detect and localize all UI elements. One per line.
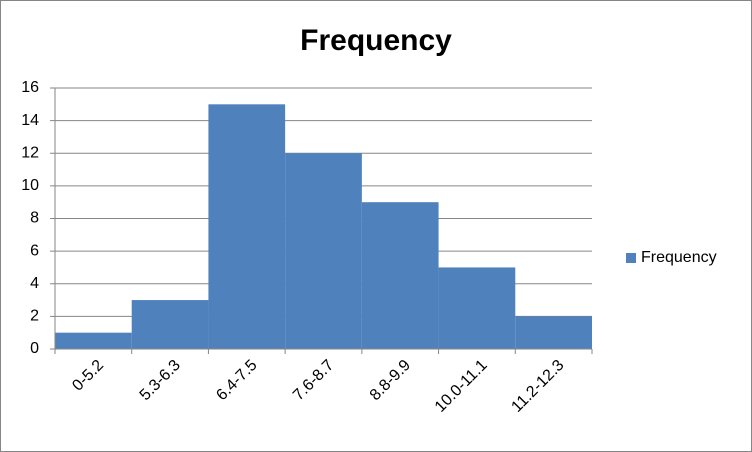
legend-swatch (626, 253, 636, 263)
bar (361, 202, 439, 349)
y-tick-label: 12 (21, 144, 39, 161)
bar (131, 300, 209, 349)
y-tick-label: 2 (30, 308, 39, 325)
y-tick-label: 16 (21, 79, 39, 96)
chart-title: Frequency (300, 24, 452, 57)
legend-label: Frequency (641, 249, 717, 266)
y-tick-label: 4 (30, 275, 39, 292)
bar (438, 267, 516, 349)
bar (285, 153, 362, 349)
y-tick-label: 14 (21, 112, 39, 129)
bar (55, 332, 132, 349)
y-tick-label: 10 (21, 177, 39, 194)
y-tick-label: 6 (30, 242, 39, 259)
y-tick-label: 0 (30, 340, 39, 357)
y-tick-label: 8 (30, 210, 39, 227)
bar (208, 104, 286, 349)
bar (515, 316, 592, 349)
